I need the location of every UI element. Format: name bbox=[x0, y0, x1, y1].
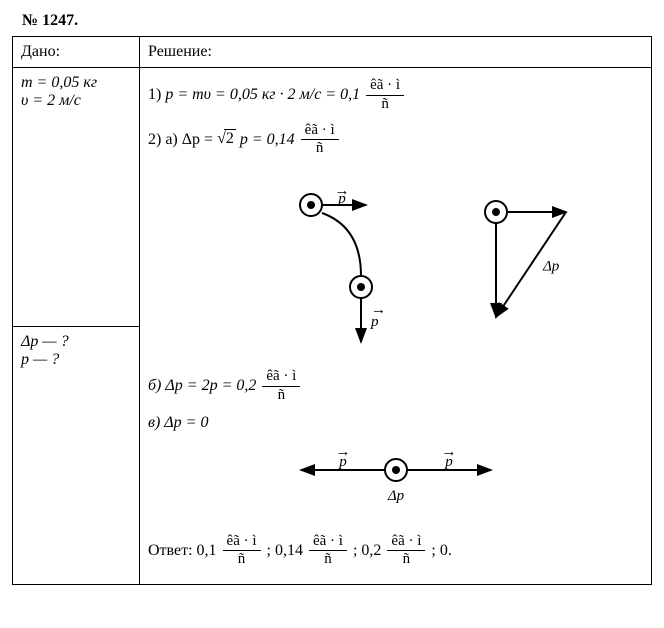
svg-text:p: p bbox=[338, 454, 347, 470]
step-2b: б) Δp = 2p = 0,2 êã · ì ñ bbox=[148, 369, 643, 404]
step-2c: в) Δp = 0 bbox=[148, 414, 643, 432]
step1-body: p = mυ = 0,05 кг · 2 м/с = 0,1 bbox=[165, 86, 364, 103]
solution-body-cell: 1) p = mυ = 0,05 кг · 2 м/с = 0,1 êã · ì… bbox=[140, 68, 652, 585]
solution-header-cell: Решение: bbox=[140, 37, 652, 68]
problem-number: № 1247. bbox=[12, 12, 652, 30]
unit-fraction: êã · ìñ bbox=[309, 534, 347, 569]
answer-sep: ; bbox=[431, 541, 439, 558]
given-header-cell: Дано: bbox=[13, 37, 140, 68]
given-dp-question: Δp — ? bbox=[21, 333, 131, 351]
svg-text:p: p bbox=[444, 454, 453, 470]
answer-v4: 0. bbox=[440, 541, 452, 558]
svg-text:Δp: Δp bbox=[542, 259, 560, 275]
step-1: 1) p = mυ = 0,05 кг · 2 м/с = 0,1 êã · ì… bbox=[148, 78, 643, 113]
svg-text:Δp: Δp bbox=[386, 488, 404, 504]
unit-fraction: êã · ìñ bbox=[223, 534, 261, 569]
step2a-prefix: 2) а) Δp = bbox=[148, 130, 217, 147]
answer-v2: 0,14 bbox=[275, 541, 307, 558]
step2a-suffix: p = 0,14 bbox=[240, 130, 299, 147]
answer-v3: 0,2 bbox=[361, 541, 385, 558]
answer-v1: 0,1 bbox=[197, 541, 221, 558]
step2c-text: в) Δp = 0 bbox=[148, 414, 208, 431]
unit-fraction: êã · ì ñ bbox=[301, 123, 339, 158]
svg-text:p: p bbox=[370, 314, 379, 330]
step-2a: 2) а) Δp = 2 p = 0,14 êã · ì ñ bbox=[148, 123, 643, 158]
given-mass: m = 0,05 кг bbox=[21, 74, 131, 92]
unit-fraction: êã · ì ñ bbox=[366, 78, 404, 113]
answer-line: Ответ: 0,1 êã · ìñ ; 0,14 êã · ìñ ; 0,2 … bbox=[148, 534, 643, 569]
given-velocity: υ = 2 м/с bbox=[21, 92, 131, 110]
unit-num: êã · ì bbox=[366, 78, 404, 96]
solution-table: Дано: Решение: m = 0,05 кг υ = 2 м/с 1) … bbox=[12, 36, 652, 585]
given-data-cell: m = 0,05 кг υ = 2 м/с bbox=[13, 68, 140, 327]
diagram-momentum-90deg: →p→pΔp bbox=[206, 167, 586, 357]
diagram-momentum-180deg: →p→pΔp bbox=[206, 442, 586, 522]
step2b-text: б) Δp = 2p = 0,2 bbox=[148, 377, 260, 394]
answer-label: Ответ: bbox=[148, 541, 197, 558]
answer-sep: ; bbox=[267, 541, 275, 558]
unit-fraction: êã · ì ñ bbox=[262, 369, 300, 404]
unit-fraction: êã · ìñ bbox=[387, 534, 425, 569]
unit-den: ñ bbox=[366, 96, 404, 113]
sqrt-2: 2 bbox=[217, 130, 236, 148]
svg-text:p: p bbox=[337, 191, 346, 207]
given-questions-cell: Δp — ? p — ? bbox=[13, 326, 140, 585]
given-p-question: p — ? bbox=[21, 351, 131, 369]
step1-prefix: 1) bbox=[148, 86, 165, 103]
